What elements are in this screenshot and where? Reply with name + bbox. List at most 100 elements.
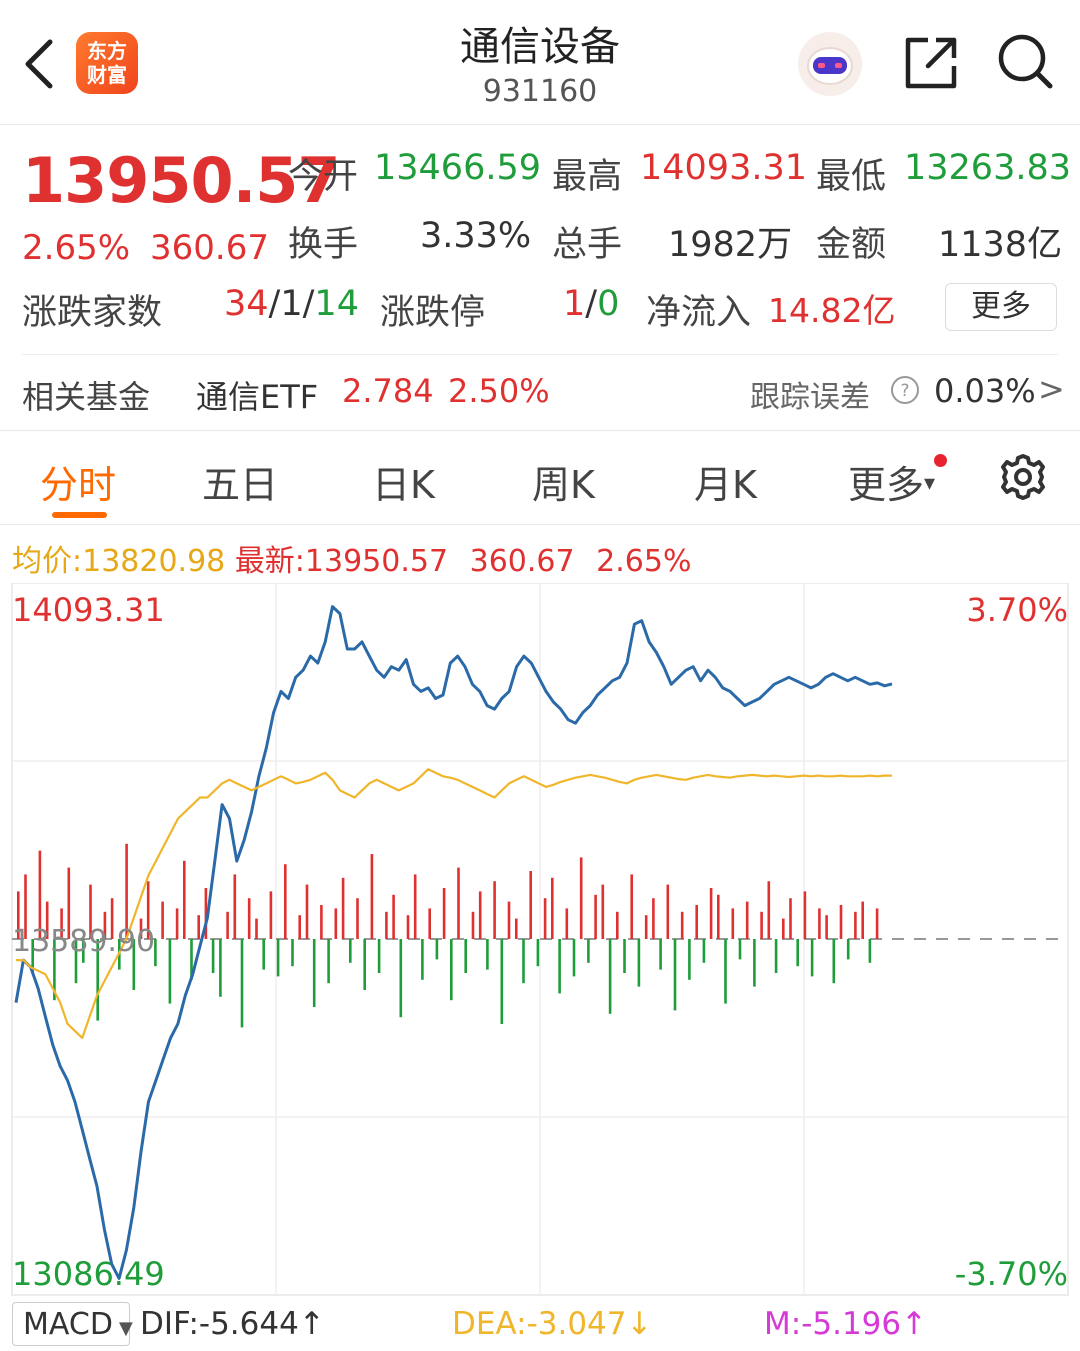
volume-bar-down [312,939,316,1007]
latest-change: 360.67 [469,544,575,579]
volume-bar-up [38,850,42,939]
share-button[interactable] [900,32,962,94]
turnover-value: 3.33% [420,216,532,256]
volume-bar-down [796,939,799,967]
volume-bar-down [724,939,727,1004]
volume-bar-up [652,898,655,939]
help-icon[interactable]: ? [890,375,920,405]
volume-bar-up [695,905,698,939]
tab-monthly-k[interactable]: 月K [694,463,757,507]
volume-bar-down [53,939,56,1001]
tab-more[interactable]: 更多▾ [848,454,935,509]
volume-bar-down [154,939,157,967]
volume-bar-up [745,901,749,939]
volume-bar-up [17,891,20,939]
logo-line1: 东方 [87,39,127,63]
avg-label: 均价: [12,544,83,579]
header: 东方 财富 通信设备 931160 [0,0,1080,125]
high-label: 最高 [552,157,623,197]
chart-tabs: 分时 五日 日K 周K 月K 更多▾ [0,432,1080,525]
volume-bar-down [168,939,172,1004]
volume-bar-up [551,877,554,939]
caret-down-icon: ▼ [118,1318,133,1339]
volume-bar-up [305,884,309,939]
volume-bar-up [255,918,258,939]
volume-bars [17,843,879,1028]
volume-bar-up [320,905,323,939]
macd-m-value: M:-5.196 [764,1306,902,1342]
y-mid-label: 13589.90 [12,924,155,959]
settings-button[interactable] [998,452,1048,502]
latest-percent: 2.65% [596,544,692,579]
fund-label: 相关基金 [22,378,151,416]
volume-bar-down [702,939,706,963]
volume-bar-down [262,939,265,970]
amount-value: 1138亿 [938,225,1063,265]
limit-values: 1/0 [563,284,619,324]
breadth-up: 34 [224,284,269,324]
macd-bar: MACD ▼ DIF:-5.644↑ DEA:-3.047↓ M:-5.196↑ [0,1300,1080,1350]
price-lines [14,605,893,1280]
volume-bar-down [587,939,590,963]
volume-bar-down [868,939,872,963]
tab-intraday[interactable]: 分时 [40,463,117,507]
tracking-value: 0.03% [934,372,1036,410]
volume-bar-up [493,881,496,939]
more-button[interactable]: 更多 [945,283,1057,331]
volume-bar-up [125,843,128,939]
back-button[interactable] [18,36,68,92]
tab-daily-k[interactable]: 日K [372,463,435,507]
indicator-select[interactable]: MACD ▼ [12,1302,133,1346]
macd-dif-value: DIF:-5.644 [140,1306,299,1342]
volume-bar-down [211,939,215,973]
current-price: 13950.57 [22,144,341,217]
volume-bar-down [753,939,756,987]
open-value: 13466.59 [374,148,542,188]
volume-bar-down [846,939,850,960]
limit-sep: / [585,284,598,324]
divider [22,354,1058,355]
app-logo[interactable]: 东方 财富 [76,32,138,94]
breadth-down: 14 [314,284,359,324]
volume-bar-down [522,939,525,984]
volume-bar-up [543,898,547,939]
volume-bar-up [760,911,763,939]
svg-text:?: ? [900,381,909,401]
arrow-up-icon: ↑ [298,1306,325,1342]
volume-bar-up [247,898,251,939]
pct-min-label: -3.70% [955,1255,1068,1293]
volume-bar-up [789,898,792,939]
volume-bar-up [161,901,164,939]
volume-bar-up [356,898,359,939]
intraday-chart[interactable]: 14093.31 3.70% 13589.90 13086.49 -3.70% [0,583,1080,1297]
tab-five-day[interactable]: 五日 [202,463,279,507]
netflow-value: 14.82亿 [768,291,896,330]
volume-bar-up [666,884,670,939]
tab-weekly-k[interactable]: 周K [532,463,595,507]
y-min-label: 13086.49 [12,1255,165,1293]
breadth-flat: 1 [280,284,303,324]
volume-bar-up [60,908,63,939]
tracking-label: 跟踪误差 [750,380,870,415]
volume-bar-up [269,891,273,939]
volume-bar-up [680,911,684,939]
assistant-robot-button[interactable] [796,30,864,98]
volume-bar-up [515,918,518,939]
breadth-sep: / [268,284,281,324]
volume-bar-down [536,939,540,967]
limit-up: 1 [563,284,586,324]
volume-bar-up [183,860,186,939]
volume-bar-up [529,871,532,939]
volume-bar-up [839,905,843,939]
volume-bar-up [709,888,713,939]
volume-bar-down [219,939,222,997]
volume-bar-up [731,908,735,939]
search-button[interactable] [994,30,1056,92]
related-fund-row[interactable]: 相关基金 通信ETF 2.784 2.50% 跟踪误差 ? 0.03% > [0,356,1080,430]
volume-bar-up [717,894,720,939]
volume-bar-up [341,877,345,939]
volume-bar-down [132,939,136,990]
volume-bar-up [601,884,605,939]
volume-bar-up [89,884,92,939]
macd-dif: DIF:-5.644↑ [140,1306,325,1342]
